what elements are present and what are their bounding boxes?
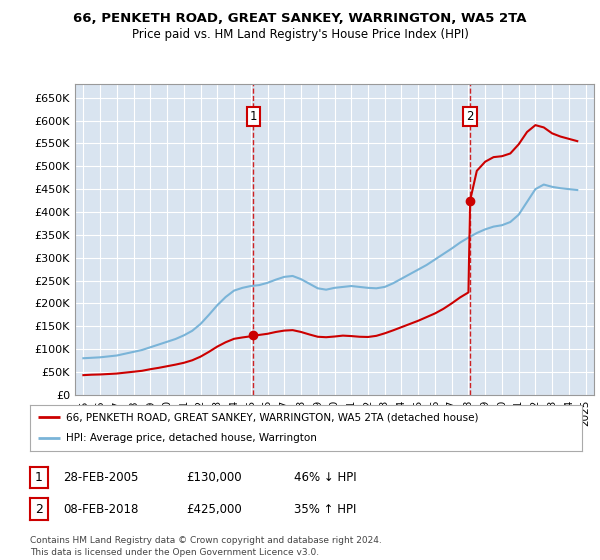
Text: 08-FEB-2018: 08-FEB-2018 xyxy=(63,502,139,516)
Text: Contains HM Land Registry data © Crown copyright and database right 2024.
This d: Contains HM Land Registry data © Crown c… xyxy=(30,536,382,557)
Text: 35% ↑ HPI: 35% ↑ HPI xyxy=(294,502,356,516)
Text: 46% ↓ HPI: 46% ↓ HPI xyxy=(294,471,356,484)
Text: 28-FEB-2005: 28-FEB-2005 xyxy=(63,471,139,484)
Text: 2: 2 xyxy=(35,502,43,516)
Text: £130,000: £130,000 xyxy=(186,471,242,484)
Text: 2: 2 xyxy=(466,110,474,123)
Text: 1: 1 xyxy=(35,471,43,484)
Text: Price paid vs. HM Land Registry's House Price Index (HPI): Price paid vs. HM Land Registry's House … xyxy=(131,28,469,41)
Text: 66, PENKETH ROAD, GREAT SANKEY, WARRINGTON, WA5 2TA (detached house): 66, PENKETH ROAD, GREAT SANKEY, WARRINGT… xyxy=(66,412,478,422)
Text: HPI: Average price, detached house, Warrington: HPI: Average price, detached house, Warr… xyxy=(66,433,317,444)
Text: £425,000: £425,000 xyxy=(186,502,242,516)
Text: 66, PENKETH ROAD, GREAT SANKEY, WARRINGTON, WA5 2TA: 66, PENKETH ROAD, GREAT SANKEY, WARRINGT… xyxy=(73,12,527,25)
Text: 1: 1 xyxy=(250,110,257,123)
